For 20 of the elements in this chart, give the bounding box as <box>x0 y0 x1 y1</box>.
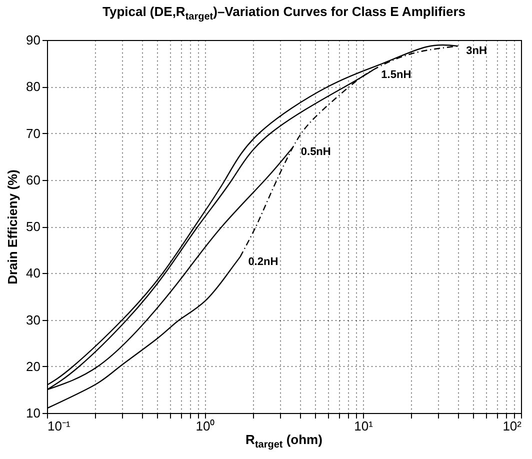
series-label: 0.5nH <box>300 146 331 158</box>
y-tick-label: 80 <box>26 79 40 94</box>
y-tick-label: 60 <box>26 172 40 188</box>
x-tick-label: 10¹ <box>354 418 374 434</box>
y-axis-title: Drain Efficieny (%) <box>5 170 20 284</box>
y-tick-label: 30 <box>26 312 40 328</box>
y-tick-label: 20 <box>26 358 40 374</box>
series-label: 3nH <box>466 45 487 58</box>
y-tick-label: 40 <box>26 266 40 281</box>
series-label: 0.2nH <box>248 256 278 268</box>
x-axis-title: R$_{target}$ (ohm) <box>244 432 324 451</box>
y-tick-label: 90 <box>26 32 40 48</box>
x-tick-label: 10² <box>502 418 522 434</box>
x-tick-label: 10⁰ <box>196 418 216 434</box>
y-tick-label: 70 <box>26 126 40 141</box>
series-label: 1.5nH <box>381 68 412 81</box>
y-tick-label: 10 <box>26 406 40 420</box>
y-tick-label: 50 <box>26 219 40 234</box>
chart-title: Typical (DE,R$_{target}$)–Variation Curves for Class E Amplifiers <box>101 4 467 23</box>
x-tick-label: 10⁻¹ <box>48 418 71 434</box>
